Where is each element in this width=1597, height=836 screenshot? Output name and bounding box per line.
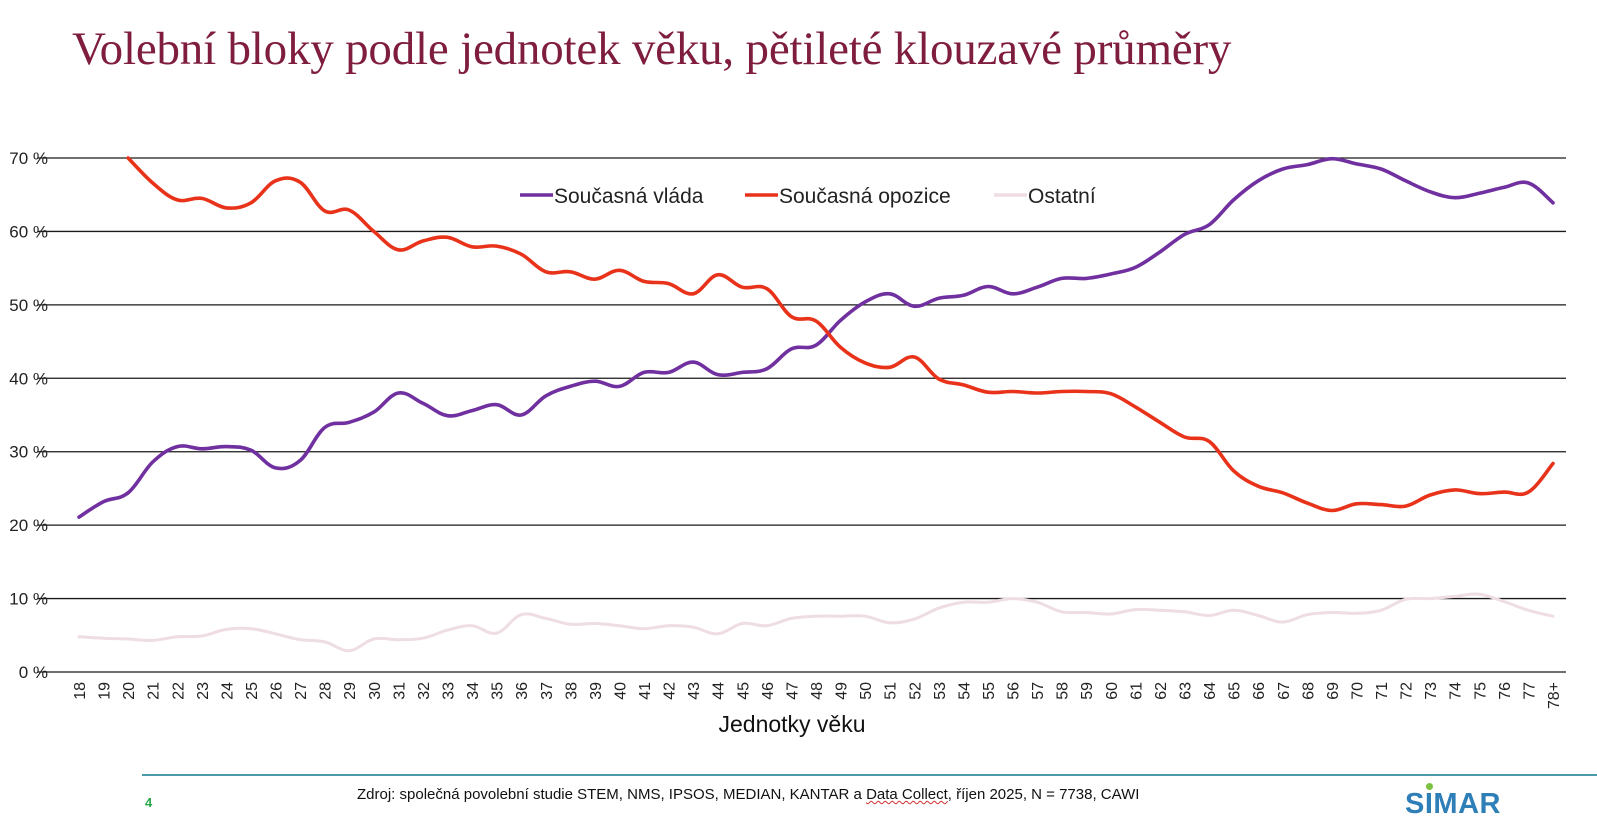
x-tick-label: 69 (1325, 682, 1342, 700)
logo-dot-icon (1425, 783, 1433, 790)
x-tick-label: 53 (932, 682, 949, 700)
x-tick-label: 32 (416, 682, 433, 700)
x-tick-label: 54 (956, 682, 973, 700)
x-tick-label: 52 (907, 682, 924, 700)
y-tick-label: 0 % (19, 663, 48, 682)
source-data-collect: Data Collect (866, 786, 948, 803)
x-tick-label: 63 (1178, 682, 1195, 700)
x-tick-label: 43 (686, 682, 703, 700)
legend-label: Současná vláda (554, 185, 704, 208)
logo-i: I (1424, 783, 1434, 821)
x-tick-label: 58 (1055, 682, 1072, 700)
x-tick-label: 18 (72, 682, 89, 700)
x-tick-label: 21 (146, 682, 163, 700)
x-tick-label: 37 (539, 682, 556, 700)
x-tick-label: 44 (711, 682, 728, 700)
x-tick-label: 78+ (1546, 682, 1563, 709)
legend-label: Ostatní (1028, 185, 1096, 208)
logo-part: MAR (1433, 788, 1501, 820)
x-tick-label: 30 (367, 682, 384, 700)
x-tick-label: 62 (1153, 682, 1170, 700)
x-tick-label: 36 (514, 682, 531, 700)
x-tick-label: 27 (293, 682, 310, 700)
x-tick-label: 22 (170, 682, 187, 700)
y-tick-label: 40 % (9, 369, 48, 388)
x-tick-label: 50 (858, 682, 875, 700)
x-tick-label: 40 (612, 682, 629, 700)
x-tick-label: 73 (1423, 682, 1440, 700)
x-tick-label: 70 (1349, 682, 1366, 700)
y-tick-label: 60 % (9, 222, 48, 241)
x-tick-label: 46 (760, 682, 777, 700)
x-tick-label: 75 (1472, 682, 1489, 700)
source-prefix: Zdroj: společná povolební studie STEM, N… (357, 786, 867, 803)
series-line-ostatn- (77, 592, 1555, 653)
x-axis-labels: 18 19 20 21 22 23 24 25 26 27 28 29 30 31 32 33 34 35 36 37… (72, 682, 1563, 709)
x-tick-label: 64 (1202, 682, 1219, 700)
x-tick-label: 49 (834, 682, 851, 700)
line-chart: 0 % 10 % 20 % 30 % 40 % 50 % 60 % 70 % 18 19 20 21… (9, 149, 1566, 737)
x-tick-label: 19 (97, 682, 114, 700)
x-tick-label: 68 (1300, 682, 1317, 700)
x-tick-label: 76 (1497, 682, 1514, 700)
series-line-sou-asn-opozice (126, 156, 1555, 513)
x-tick-label: 72 (1399, 682, 1416, 700)
series-line-sou-asn-vl-da (77, 156, 1555, 519)
x-tick-label: 41 (637, 682, 654, 700)
x-tick-label: 42 (662, 682, 679, 700)
page-title: Volební bloky podle jednotek věku, pětil… (72, 23, 1232, 75)
y-tick-label: 70 % (9, 149, 48, 168)
y-tick-label: 30 % (9, 443, 48, 462)
x-tick-label: 51 (883, 682, 900, 700)
x-tick-label: 67 (1276, 682, 1293, 700)
x-axis-title: Jednotky věku (718, 711, 865, 737)
x-tick-label: 55 (981, 682, 998, 700)
x-tick-label: 60 (1104, 682, 1121, 700)
y-tick-label: 10 % (9, 590, 48, 609)
x-tick-label: 25 (244, 682, 261, 700)
logo-part: I (1424, 788, 1434, 820)
x-tick-label: 57 (1030, 682, 1047, 700)
legend-label: Současná opozice (779, 185, 951, 208)
footer-divider (142, 774, 1597, 776)
simar-logo: S IMAR (1405, 783, 1501, 821)
y-tick-label: 20 % (9, 516, 48, 535)
page-number: 4 (145, 795, 153, 810)
x-tick-label: 65 (1227, 682, 1244, 700)
x-tick-label: 26 (269, 682, 286, 700)
x-tick-label: 59 (1079, 682, 1096, 700)
x-tick-label: 28 (318, 682, 335, 700)
source-suffix: , říjen 2025, N = 7738, CAWI (947, 786, 1140, 803)
x-tick-label: 34 (465, 682, 482, 700)
x-tick-label: 66 (1251, 682, 1268, 700)
x-tick-label: 29 (342, 682, 359, 700)
y-axis-labels: 0 % 10 % 20 % 30 % 40 % 50 % 60 % 70 % (9, 149, 48, 682)
legend: Současná vláda Současná opozice Ostatní (520, 185, 1096, 208)
series-lines (77, 156, 1555, 653)
x-tick-label: 45 (735, 682, 752, 700)
x-tick-label: 48 (809, 682, 826, 700)
y-tick-label: 50 % (9, 296, 48, 315)
x-tick-label: 61 (1128, 682, 1145, 700)
x-tick-label: 74 (1448, 682, 1465, 700)
x-tick-label: 38 (563, 682, 580, 700)
x-tick-label: 77 (1521, 682, 1538, 700)
x-tick-label: 20 (121, 682, 138, 700)
x-tick-label: 23 (195, 682, 212, 700)
x-tick-label: 33 (441, 682, 458, 700)
x-tick-label: 47 (784, 682, 801, 700)
x-tick-label: 24 (219, 682, 236, 700)
logo-part: S (1405, 788, 1425, 820)
x-tick-label: 56 (1006, 682, 1023, 700)
source-note: Zdroj: společná povolební studie STEM, N… (357, 786, 1139, 803)
x-tick-label: 31 (391, 682, 408, 700)
x-tick-label: 35 (490, 682, 507, 700)
x-tick-label: 71 (1374, 682, 1391, 700)
x-tick-label: 39 (588, 682, 605, 700)
gridlines (38, 157, 1566, 673)
